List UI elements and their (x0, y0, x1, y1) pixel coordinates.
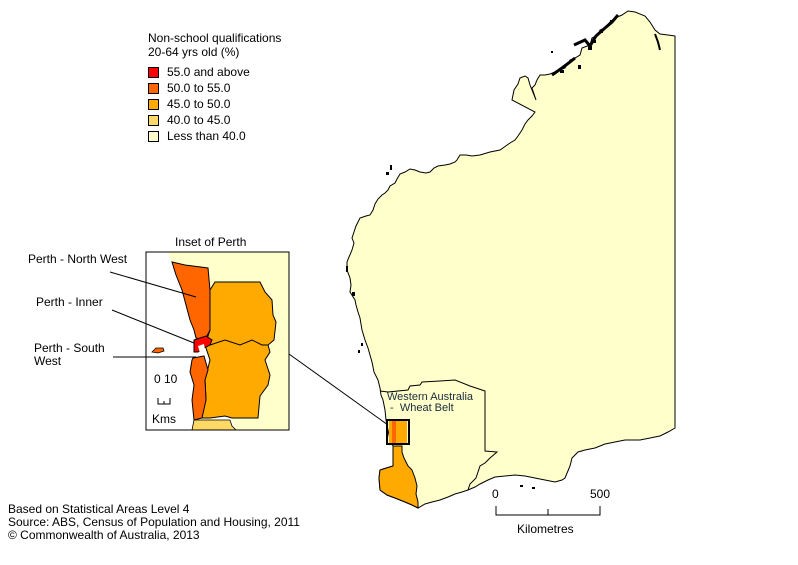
label-wheat-belt: Western Australia - Wheat Belt (387, 392, 473, 414)
kimberley-inlet (654, 33, 661, 51)
inset-scale-unit: Kms (152, 412, 176, 426)
legend-item-50-to-55: 50.0 to 55.0 (148, 81, 230, 95)
south-west-region (378, 445, 419, 509)
label-wheat-belt-line2: - Wheat Belt (387, 402, 454, 414)
label-perth-north-west: Perth - North West (28, 252, 128, 266)
footer-basis: Based on Statistical Areas Level 4 (8, 502, 190, 516)
legend-swatch (148, 114, 159, 126)
legend-swatch (148, 66, 159, 78)
scale-start-label: 0 (492, 487, 499, 501)
legend-label: Less than 40.0 (167, 129, 246, 143)
kimberley-coast (573, 14, 620, 49)
perth-main-region (389, 420, 407, 444)
legend-item-40-to-45: 40.0 to 45.0 (148, 113, 230, 127)
label-perth-inner: Perth - Inner (36, 295, 103, 309)
legend-title-line2: 20-64 yrs old (%) (148, 45, 240, 59)
legend-label: 55.0 and above (167, 65, 250, 79)
label-perth-south-west-line1: Perth - South (34, 341, 105, 355)
legend-item-55-and-above: 55.0 and above (148, 65, 250, 79)
legend-label: 40.0 to 45.0 (167, 113, 231, 127)
perth-inset (109, 251, 290, 431)
legend-title: Non-school qualifications 20-64 yrs old … (148, 31, 281, 59)
legend-swatch (148, 130, 159, 142)
inset-scale-ticks: 0 10 (154, 372, 178, 386)
legend-title-line1: Non-school qualifications (148, 31, 282, 45)
inset-title: Inset of Perth (175, 235, 247, 249)
legend-swatch (148, 82, 159, 94)
perth-main-nw (392, 420, 396, 444)
western-australia-region (346, 10, 676, 509)
scale-end-label: 500 (590, 487, 611, 501)
footer-copyright: © Commonwealth of Australia, 2013 (8, 528, 200, 542)
scale-unit-label: Kilometres (517, 522, 574, 536)
scale-bar (495, 506, 601, 516)
footer-source: Source: ABS, Census of Population and Ho… (8, 515, 300, 529)
legend-label: 50.0 to 55.0 (167, 81, 231, 95)
inset-leader-line (288, 353, 389, 426)
inset-locator-box (386, 419, 410, 445)
wheat-belt-boundary (379, 379, 499, 491)
legend-item-less-than-40: Less than 40.0 (148, 129, 246, 143)
label-wheat-belt-line1: Western Australia (387, 391, 474, 403)
label-perth-south-west-line2: West (34, 354, 62, 368)
label-perth-south-west: Perth - South West (34, 342, 105, 368)
legend-swatch (148, 98, 159, 110)
source-notes: Based on Statistical Areas Level 4 Sourc… (8, 503, 300, 542)
legend-item-45-to-50: 45.0 to 50.0 (148, 97, 230, 111)
kimberley-coast-2 (551, 56, 576, 77)
legend-label: 45.0 to 50.0 (167, 97, 231, 111)
